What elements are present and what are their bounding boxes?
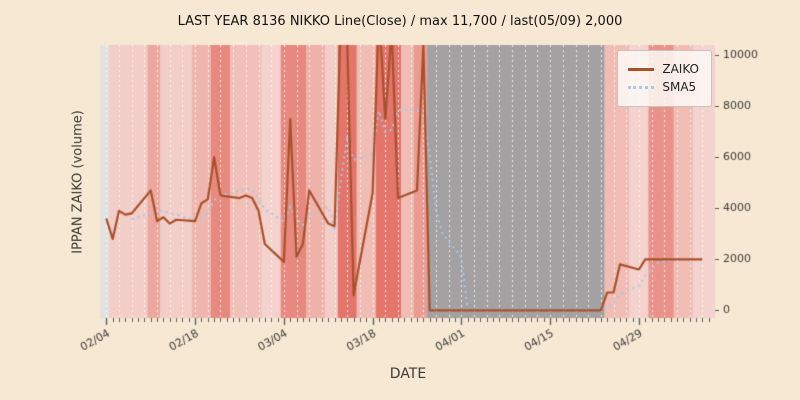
legend-item-zaiko: ZAIKO: [628, 62, 699, 76]
zaiko-line-swatch: [628, 67, 655, 71]
y-axis-label: IPPAN ZAIKO (volume): [70, 110, 86, 254]
chart-title: LAST YEAR 8136 NIKKO Line(Close) / max 1…: [177, 14, 623, 29]
legend-label-sma5: SMA5: [662, 80, 697, 94]
sma5-line-swatch: [628, 85, 655, 89]
legend-label-zaiko: ZAIKO: [662, 62, 699, 76]
legend-item-sma5: SMA5: [628, 80, 699, 94]
x-axis-label: DATE: [389, 366, 427, 382]
legend: ZAIKO SMA5: [617, 50, 712, 107]
